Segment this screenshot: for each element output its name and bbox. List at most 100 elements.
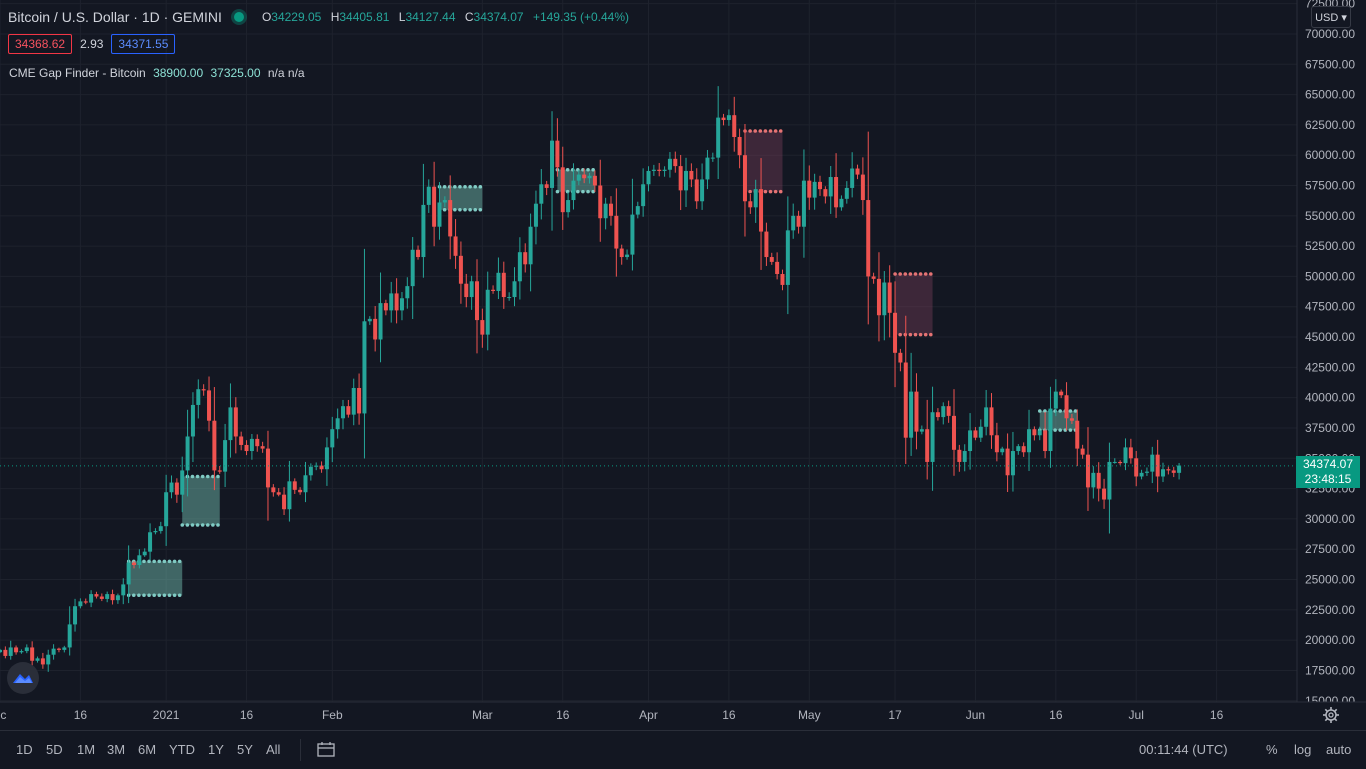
log-scale-toggle[interactable]: log	[1294, 742, 1312, 757]
candle-body	[619, 248, 624, 258]
currency-selector[interactable]: USD ▾	[1311, 6, 1351, 28]
candle-body	[335, 418, 340, 430]
candle-body	[689, 170, 694, 180]
candle-body	[341, 406, 346, 419]
candle-body	[1091, 472, 1096, 488]
range-1y-button[interactable]: 1Y	[208, 742, 224, 757]
candle-body	[319, 465, 324, 470]
candle-body	[491, 289, 496, 291]
candle-body	[0, 649, 2, 653]
candle-body	[962, 451, 967, 462]
candle-body	[951, 415, 956, 450]
candle-body	[544, 184, 549, 188]
time-axis[interactable]	[0, 702, 1366, 730]
candle-body	[678, 166, 683, 191]
indicator-name[interactable]: CME Gap Finder - Bitcoin	[9, 66, 146, 80]
candle-body	[131, 562, 136, 565]
cme-gap-box	[182, 476, 220, 525]
ohlc-values: O34229.05 H34405.81 L34127.44 C34374.07 …	[262, 10, 629, 24]
candle-body	[180, 470, 185, 495]
utc-clock[interactable]: 00:11:44 (UTC)	[1139, 742, 1228, 757]
range-1m-button[interactable]: 1M	[77, 742, 96, 757]
candle-body	[560, 167, 565, 213]
candle-body	[196, 389, 201, 405]
candle-body	[346, 406, 351, 415]
chart-settings-gear-icon[interactable]	[1322, 706, 1340, 724]
candle-body	[287, 481, 292, 510]
candle-body	[469, 281, 474, 298]
candle-body	[249, 438, 254, 452]
candle-body	[212, 420, 217, 471]
candle-body	[1150, 454, 1155, 472]
candle-body	[46, 654, 51, 665]
range-6m-button[interactable]: 6M	[138, 742, 157, 757]
range-ytd-button[interactable]: YTD	[169, 742, 195, 757]
candle-body	[876, 278, 881, 316]
candle-body	[1027, 429, 1032, 453]
range-3m-button[interactable]: 3M	[107, 742, 126, 757]
candle-body	[35, 658, 40, 661]
range-all-button[interactable]: All	[266, 742, 281, 757]
candle-body	[1064, 395, 1069, 419]
range-5d-button[interactable]: 5D	[46, 742, 63, 757]
candle-body	[126, 562, 131, 585]
candle-body	[635, 206, 640, 215]
candle-body	[367, 318, 372, 322]
time-tick-label: 16	[1210, 708, 1224, 722]
candle-body	[973, 430, 978, 438]
toolbar-divider	[300, 739, 301, 761]
date-range-calendar-icon[interactable]	[317, 741, 335, 757]
market-status-icon[interactable]	[233, 12, 244, 22]
candle-body	[255, 438, 260, 447]
candle-body	[99, 596, 104, 599]
candle-body	[244, 444, 249, 452]
candle-body	[1069, 418, 1074, 421]
candle-body	[158, 526, 163, 532]
candle-body	[40, 658, 45, 665]
indicator-value-3: n/a n/a	[267, 66, 305, 80]
candle-body	[571, 180, 576, 201]
candle-body	[30, 647, 35, 661]
bid-ask-quote: 34368.62 2.93 34371.55	[8, 34, 176, 54]
candle-body	[893, 312, 898, 353]
candle-body	[860, 174, 865, 201]
candle-body	[748, 201, 753, 208]
close-value: 34374.07	[473, 10, 524, 24]
candle-body	[1112, 461, 1117, 463]
price-tick-label: 67500.00	[1305, 57, 1355, 71]
candle-body	[641, 184, 646, 207]
indicator-legend[interactable]: CME Gap Finder - Bitcoin 38900.00 37325.…	[9, 66, 305, 80]
buy-price-button[interactable]: 34371.55	[111, 34, 176, 54]
sell-price-button[interactable]: 34368.62	[8, 34, 73, 54]
candle-body	[89, 594, 94, 603]
tradingview-logo-icon[interactable]	[7, 662, 39, 694]
range-5y-button[interactable]: 5Y	[237, 742, 253, 757]
symbol-title[interactable]: Bitcoin / U.S. Dollar · 1D · GEMINI	[8, 9, 222, 25]
candle-body	[818, 181, 823, 190]
candle-body	[1053, 391, 1058, 409]
candle-body	[528, 226, 533, 265]
last-price-tag: 34374.07 23:48:15	[1296, 456, 1360, 488]
price-tick-label: 52500.00	[1305, 239, 1355, 253]
candle-body	[710, 157, 715, 159]
candle-body	[14, 647, 19, 653]
candle-body	[1032, 429, 1037, 436]
bottom-toolbar: 1D 5D 1M 3M 6M YTD 1Y 5Y All 00:11:44 (U…	[0, 730, 1366, 769]
price-tick-label: 50000.00	[1305, 269, 1355, 283]
auto-scale-toggle[interactable]: auto	[1326, 742, 1352, 757]
symbol-legend: Bitcoin / U.S. Dollar · 1D · GEMINI O342…	[8, 9, 629, 25]
candle-body	[458, 255, 463, 284]
price-axis[interactable]	[1297, 0, 1366, 702]
candle-body	[807, 180, 812, 198]
candle-body	[1134, 458, 1139, 477]
range-1d-button[interactable]: 1D	[16, 742, 33, 757]
cme-gap-box	[439, 186, 483, 210]
candle-body	[3, 649, 8, 656]
price-chart[interactable]: 15000.0017500.0020000.0022500.0025000.00…	[0, 0, 1366, 730]
time-tick-label: 16	[722, 708, 736, 722]
percent-scale-toggle[interactable]: %	[1266, 742, 1278, 757]
candle-body	[1000, 448, 1005, 453]
indicator-value-1: 38900.00	[153, 66, 204, 80]
time-tick-label: 2021	[153, 708, 180, 722]
candle-body	[587, 175, 592, 179]
